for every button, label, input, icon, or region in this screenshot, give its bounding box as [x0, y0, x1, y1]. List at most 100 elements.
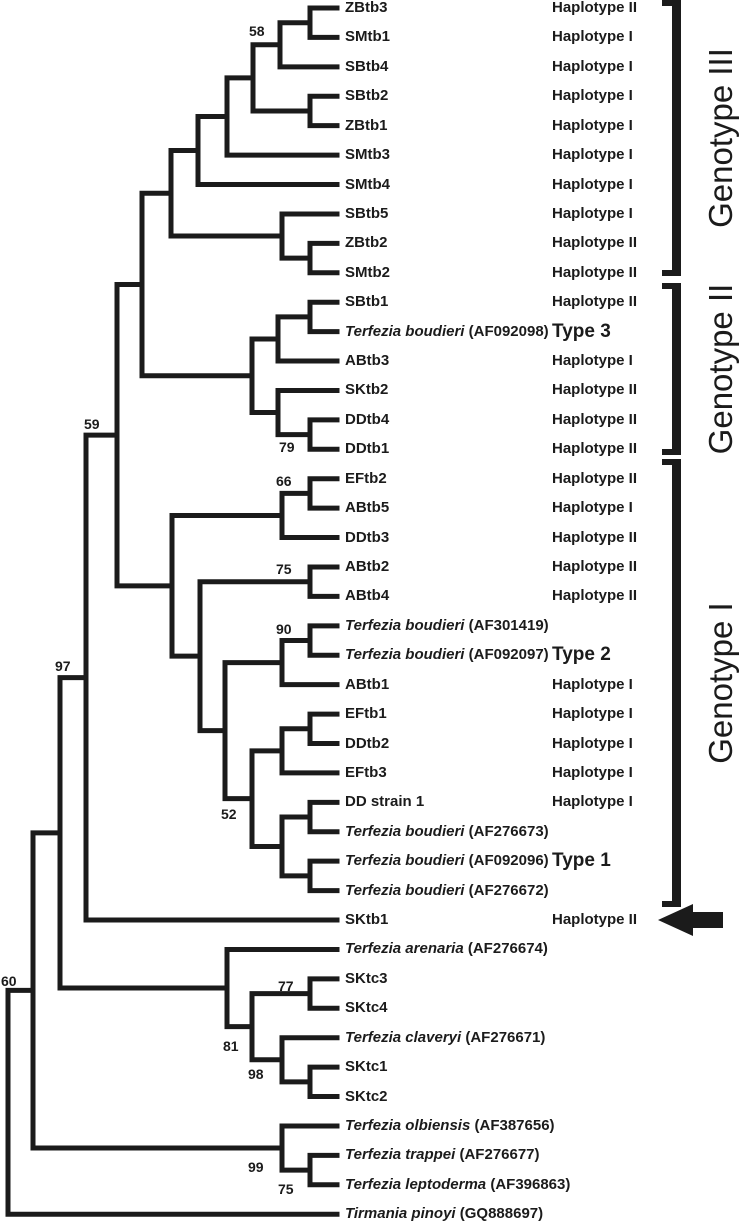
bootstrap-value: 98 — [248, 1066, 264, 1082]
genotype-bracket-tick — [662, 459, 681, 465]
taxon-label: SBtb5 — [345, 204, 389, 222]
genotype-bracket — [672, 459, 681, 907]
taxon-label: SMtb2 — [345, 263, 390, 281]
haplotype-label: Haplotype I — [552, 87, 633, 105]
taxon-label: SBtb4 — [345, 57, 389, 75]
haplotype-label: Haplotype II — [552, 381, 638, 399]
genotype-group-label: Genotype III — [702, 48, 739, 228]
taxon-label: ABtb1 — [345, 675, 390, 693]
taxon-label: ABtb3 — [345, 352, 390, 370]
haplotype-label: Haplotype II — [552, 293, 638, 311]
taxon-label: SMtb3 — [345, 146, 390, 164]
accession-number: (AF396863) — [486, 1175, 571, 1193]
taxon-label: Terfezia leptoderma (AF396863) — [345, 1175, 570, 1195]
type-label: Type 1 — [552, 850, 611, 872]
species-name: Terfezia boudieri — [345, 646, 465, 664]
genotype-bracket-tick — [662, 283, 681, 289]
taxon-label: SKtc3 — [345, 969, 388, 987]
accession-number: (AF387656) — [470, 1116, 555, 1134]
species-name: Terfezia boudieri — [345, 881, 465, 899]
tree-branch-lines — [5, 5, 340, 1217]
genotype-bracket-tick — [662, 449, 681, 455]
bootstrap-value: 60 — [1, 973, 17, 989]
accession-number: (GQ888697) — [455, 1205, 544, 1223]
haplotype-label: Haplotype I — [552, 146, 633, 164]
bootstrap-value: 77 — [278, 978, 294, 994]
genotype-bracket — [672, 0, 681, 276]
species-name: Terfezia boudieri — [345, 322, 465, 340]
accession-number: (AF276672) — [464, 881, 549, 899]
species-name: Terfezia leptoderma — [345, 1175, 487, 1193]
bootstrap-value: 58 — [249, 23, 265, 39]
accession-number: (AF301419) — [464, 616, 549, 634]
taxon-label: DDtb4 — [345, 410, 390, 428]
type-label: Type 3 — [552, 320, 611, 342]
taxon-label: DDtb2 — [345, 734, 390, 752]
haplotype-label: Haplotype I — [552, 204, 633, 222]
haplotype-label: Haplotype II — [552, 263, 638, 281]
species-name: Terfezia boudieri — [345, 616, 465, 634]
taxon-label: ZBtb1 — [345, 116, 388, 134]
species-name: Terfezia arenaria — [345, 940, 464, 958]
haplotype-label: Haplotype II — [552, 234, 638, 252]
taxon-label: SBtb2 — [345, 87, 389, 105]
taxon-label: SKtb2 — [345, 381, 389, 399]
taxon-label: SKtb1 — [345, 911, 389, 929]
species-name: Terfezia trappei — [345, 1146, 456, 1164]
taxon-label: Terfezia boudieri (AF276673) — [345, 822, 549, 842]
taxon-label: EFtb1 — [345, 705, 387, 723]
haplotype-label: Haplotype I — [552, 116, 633, 134]
species-name: Terfezia boudieri — [345, 852, 465, 870]
bootstrap-value: 66 — [276, 473, 292, 489]
haplotype-label: Haplotype II — [552, 0, 638, 16]
haplotype-label: Haplotype I — [552, 499, 633, 517]
taxon-label: Terfezia olbiensis (AF387656) — [345, 1116, 555, 1136]
bootstrap-value: 90 — [276, 621, 292, 637]
taxon-label: SBtb1 — [345, 293, 389, 311]
haplotype-label: Haplotype I — [552, 352, 633, 370]
taxon-label: SMtb4 — [345, 175, 390, 193]
taxon-label: ABtb5 — [345, 499, 390, 517]
taxon-label: ABtb2 — [345, 557, 390, 575]
haplotype-label: Haplotype I — [552, 28, 633, 46]
bootstrap-value: 75 — [276, 561, 292, 577]
genotype-bracket — [672, 283, 681, 455]
bootstrap-value: 99 — [248, 1159, 264, 1175]
haplotype-label: Haplotype II — [552, 911, 638, 929]
taxon-label: ZBtb2 — [345, 234, 388, 252]
taxon-label: Terfezia boudieri (AF092098) — [345, 322, 549, 342]
accession-number: (AF276671) — [461, 1028, 546, 1046]
taxon-label: Terfezia arenaria (AF276674) — [345, 939, 548, 959]
taxon-label: Terfezia boudieri (AF276672) — [345, 881, 549, 901]
haplotype-label: Haplotype I — [552, 57, 633, 75]
left-arrow-icon — [658, 904, 723, 937]
type-label: Type 2 — [552, 644, 611, 666]
species-name: Terfezia claveryi — [345, 1028, 462, 1046]
taxon-label: EFtb2 — [345, 469, 387, 487]
haplotype-label: Haplotype II — [552, 440, 638, 458]
taxon-label: DDtb3 — [345, 528, 390, 546]
taxon-label: DDtb1 — [345, 440, 390, 458]
haplotype-label: Haplotype I — [552, 675, 633, 693]
genotype-bracket-tick — [662, 0, 681, 6]
taxon-label: DD strain 1 — [345, 793, 425, 811]
taxon-label: Terfezia boudieri (AF092096) — [345, 851, 549, 871]
accession-number: (AF276674) — [463, 940, 548, 958]
taxon-label: EFtb3 — [345, 763, 387, 781]
bootstrap-value: 75 — [278, 1181, 294, 1197]
bootstrap-value: 52 — [221, 806, 237, 822]
haplotype-label: Haplotype II — [552, 528, 638, 546]
bootstrap-value: 59 — [84, 416, 100, 432]
species-name: Tirmania pinoyi — [345, 1205, 456, 1223]
species-name: Terfezia olbiensis — [345, 1116, 471, 1134]
accession-number: (AF092097) — [464, 646, 549, 664]
haplotype-label: Haplotype I — [552, 175, 633, 193]
haplotype-label: Haplotype I — [552, 763, 633, 781]
haplotype-label: Haplotype II — [552, 410, 638, 428]
bootstrap-value: 97 — [55, 658, 71, 674]
accession-number: (AF092098) — [464, 322, 549, 340]
haplotype-label: Haplotype I — [552, 734, 633, 752]
genotype-bracket-tick — [662, 901, 681, 907]
taxon-label: Tirmania pinoyi (GQ888697) — [345, 1204, 543, 1224]
